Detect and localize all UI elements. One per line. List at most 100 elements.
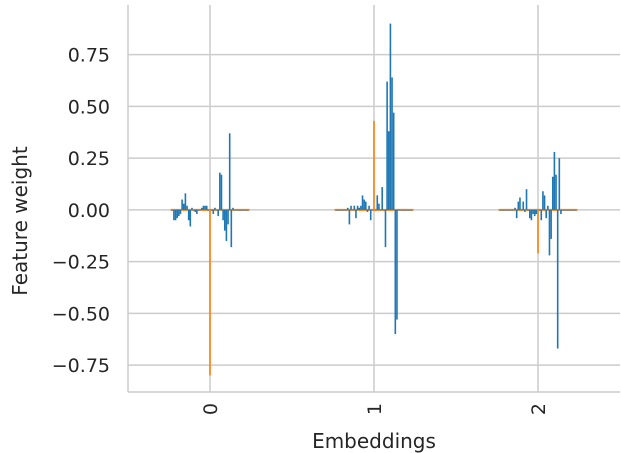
- weight-bar: [387, 131, 390, 210]
- weight-bar: [369, 209, 372, 221]
- weight-bar: [392, 112, 395, 210]
- weight-bar: [410, 209, 413, 211]
- weight-bar: [560, 209, 562, 215]
- weight-bar: [228, 133, 231, 210]
- highlight-bar: [537, 209, 539, 254]
- weight-bar: [196, 209, 198, 215]
- weight-bar: [210, 209, 213, 211]
- weight-bar: [366, 209, 369, 212]
- weight-bar: [227, 209, 229, 225]
- weight-bar: [509, 209, 511, 211]
- weight-bar: [351, 209, 354, 211]
- weight-bar: [205, 205, 208, 210]
- weight-bar: [532, 209, 534, 215]
- weight-bar: [394, 209, 397, 335]
- weight-bar: [573, 209, 575, 211]
- weight-bar: [199, 209, 201, 211]
- weight-bar: [338, 209, 341, 211]
- weight-bar: [361, 195, 364, 210]
- weight-bar: [225, 209, 228, 241]
- weight-bar: [355, 209, 357, 219]
- weight-bar: [506, 209, 508, 211]
- weight-bar: [404, 209, 406, 211]
- weight-bar: [405, 209, 408, 211]
- weight-bar: [237, 209, 239, 211]
- weight-bar: [528, 209, 531, 219]
- weight-bar: [551, 176, 554, 210]
- weight-bar: [556, 209, 559, 349]
- weight-bar: [194, 209, 197, 212]
- weight-bar: [563, 209, 566, 211]
- weight-bar: [519, 197, 521, 210]
- weight-bar: [553, 151, 556, 210]
- weight-bar: [384, 209, 387, 248]
- weight-bar: [219, 172, 221, 210]
- highlight-bar: [209, 209, 211, 376]
- weight-bar: [499, 209, 502, 211]
- weight-bar: [566, 209, 569, 211]
- weight-bar: [202, 205, 205, 210]
- y-tick-label: −0.50: [52, 303, 110, 325]
- weight-bar: [545, 209, 548, 219]
- weight-bar: [178, 209, 180, 217]
- weight-bar: [238, 209, 241, 211]
- weight-bar: [504, 209, 507, 211]
- weight-bar: [561, 209, 564, 211]
- weight-bar: [187, 209, 190, 221]
- weight-bar: [524, 209, 526, 212]
- weight-bar: [181, 199, 183, 210]
- y-tick-label: 0.75: [68, 45, 110, 67]
- weight-bar: [350, 205, 352, 210]
- x-tick-labels: 0 1 2: [200, 403, 550, 415]
- weight-bar: [502, 209, 505, 211]
- weight-bar: [364, 201, 367, 210]
- weight-bar: [230, 209, 233, 248]
- weight-bar: [184, 193, 187, 210]
- x-tick-label: 0: [200, 403, 222, 415]
- y-tick-labels: −0.75 −0.50 −0.25 0.00 0.25 0.50 0.75: [52, 45, 110, 377]
- y-tick-label: 0.00: [68, 200, 110, 222]
- weight-bar: [514, 207, 516, 210]
- weight-bar: [192, 209, 195, 211]
- weight-bar: [215, 209, 218, 211]
- weight-bar: [501, 209, 503, 211]
- weight-bar: [533, 209, 536, 217]
- weight-bar: [220, 174, 223, 210]
- weight-bar: [245, 209, 247, 211]
- weight-bar: [401, 209, 403, 211]
- weight-bar: [174, 209, 177, 221]
- weight-bar: [186, 205, 188, 210]
- weight-bar: [379, 209, 382, 211]
- weight-bar: [569, 209, 572, 211]
- y-tick-label: −0.75: [52, 355, 110, 377]
- weight-bar: [232, 207, 234, 210]
- weight-bar: [548, 209, 551, 256]
- x-tick-label: 1: [364, 403, 386, 415]
- weight-bar: [345, 209, 347, 211]
- weight-bar: [568, 209, 570, 211]
- weight-bar: [241, 209, 244, 211]
- y-tick-label: 0.25: [68, 148, 110, 170]
- weight-bar: [535, 209, 538, 215]
- weight-bar: [510, 209, 513, 211]
- y-tick-label: −0.25: [52, 252, 110, 274]
- weight-bar: [555, 174, 557, 210]
- weight-bar: [340, 209, 343, 211]
- weight-bar: [191, 207, 193, 210]
- weight-bar: [176, 209, 179, 219]
- weight-bar: [525, 189, 528, 210]
- weight-bar: [212, 209, 215, 215]
- weight-bar: [538, 209, 541, 211]
- weight-bar: [207, 209, 210, 211]
- weight-bar: [515, 209, 518, 219]
- weight-bar: [182, 203, 185, 210]
- weight-bar: [353, 205, 356, 210]
- weight-bar: [189, 209, 192, 227]
- weight-bar: [376, 195, 379, 210]
- weight-bar: [171, 209, 174, 211]
- weight-bar: [383, 209, 385, 211]
- weight-bar: [543, 195, 546, 210]
- weight-bar: [246, 209, 249, 211]
- weight-bar: [530, 209, 533, 221]
- weight-bar: [371, 209, 374, 211]
